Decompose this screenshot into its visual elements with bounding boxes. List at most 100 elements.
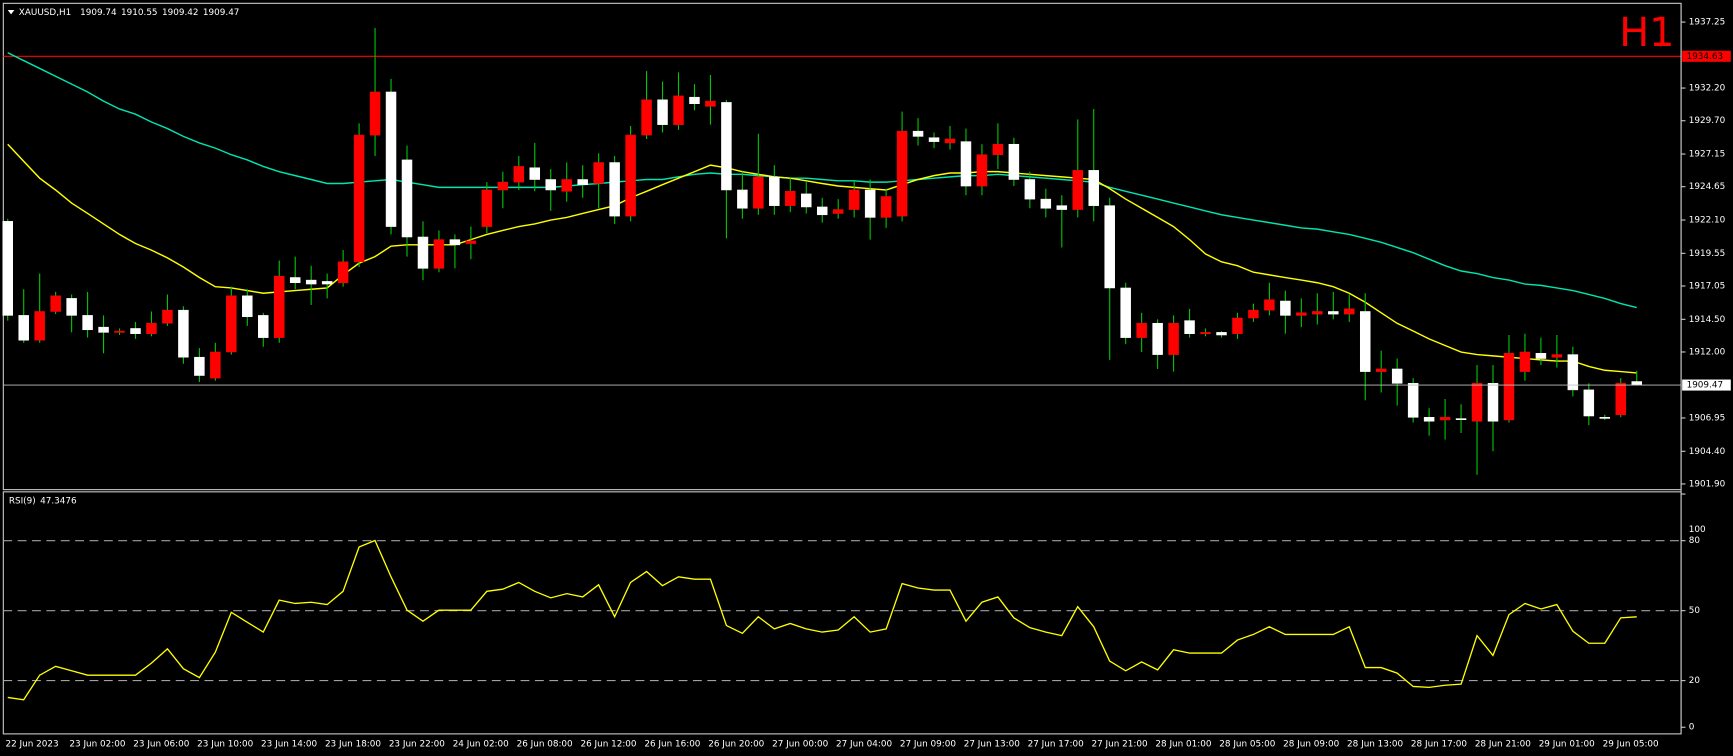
candle-body (721, 102, 732, 191)
candle-body (1375, 368, 1387, 372)
candle-body (1471, 383, 1483, 422)
candle-body (162, 309, 173, 324)
y-tick-label: 1901.90 (1689, 479, 1726, 489)
x-tick-label: 29 Jun 01:00 (1539, 739, 1595, 749)
candle-body (529, 167, 541, 180)
candle-body (816, 206, 828, 216)
candle-body (1312, 311, 1323, 315)
candle-body (1359, 311, 1371, 372)
candle-body (1487, 383, 1499, 422)
candle-body (1551, 354, 1563, 358)
x-tick-label: 26 Jun 12:00 (580, 739, 636, 749)
candle-body (609, 162, 620, 217)
x-tick-label: 23 Jun 22:00 (389, 739, 445, 749)
candle-body (98, 326, 109, 333)
x-tick-label: 28 Jun 01:00 (1155, 739, 1211, 749)
candle-body (1232, 317, 1243, 334)
candle-body (433, 239, 445, 269)
candle-body (2, 221, 13, 316)
symbol: XAUUSD,H1 (19, 8, 71, 18)
candle-body (801, 193, 812, 208)
candle-body (1072, 170, 1084, 210)
y-tick-label: 100 (1689, 525, 1706, 535)
candle-body (465, 240, 477, 244)
x-tick-label: 28 Jun 17:00 (1411, 739, 1467, 749)
candle-body (497, 181, 509, 191)
timeframe-label: H1 (1619, 10, 1674, 56)
candle-body (1088, 170, 1099, 206)
candle-body (577, 179, 588, 186)
candle-body (928, 137, 940, 142)
chart-header: XAUUSD,H1 1909.74 1910.55 1909.42 1909.47 (19, 8, 240, 18)
candle-body (321, 281, 333, 285)
candle-body (1296, 312, 1307, 316)
x-tick-label: 28 Jun 13:00 (1347, 739, 1403, 749)
candle-body (848, 189, 860, 210)
x-tick-label: 24 Jun 02:00 (453, 739, 509, 749)
candle-body (34, 311, 45, 341)
candle-body (1583, 389, 1595, 417)
high-value: 1910.55 (121, 8, 158, 18)
candle-body (1519, 351, 1531, 372)
candle-body (210, 351, 221, 379)
y-tick-label: 1937.25 (1689, 18, 1726, 28)
moving-average-line (7, 52, 1637, 309)
candle-body (785, 190, 796, 206)
candle-body (864, 189, 876, 218)
candle-body (513, 166, 525, 183)
x-tick-label: 23 Jun 02:00 (69, 739, 125, 749)
candle-body (66, 298, 77, 316)
rsi-header: RSI(9) 47.3476 (9, 496, 77, 506)
candle-body (1455, 418, 1467, 421)
x-tick-label: 26 Jun 16:00 (644, 739, 700, 749)
y-tick-label: 80 (1689, 536, 1701, 546)
y-tick-label: 50 (1689, 606, 1701, 616)
candle-body (1615, 383, 1627, 415)
current-price-label: 1909.47 (1687, 381, 1724, 391)
candle-body (1631, 381, 1642, 386)
x-tick-label: 28 Jun 05:00 (1219, 739, 1275, 749)
candle-body (1344, 308, 1355, 315)
candle-body (385, 91, 397, 227)
candle-body (673, 95, 684, 125)
candle-body (1535, 353, 1547, 359)
y-tick-label: 1922.10 (1689, 216, 1726, 226)
candle-body (1056, 205, 1068, 210)
candle-body (1168, 322, 1179, 355)
candle-body (689, 96, 700, 105)
y-tick-label: 1919.55 (1689, 249, 1726, 259)
candle-body (1200, 332, 1211, 334)
candle-body (18, 315, 29, 341)
rsi-value: 47.3476 (40, 496, 77, 506)
x-tick-label: 27 Jun 00:00 (772, 739, 828, 749)
candle-body (1152, 322, 1163, 355)
level-label: 1934.63 (1687, 52, 1724, 62)
candle-body (1503, 353, 1515, 421)
x-tick-label: 28 Jun 21:00 (1475, 739, 1531, 749)
candle-body (960, 141, 972, 187)
candle-body (114, 330, 125, 333)
low-value: 1909.42 (162, 8, 199, 18)
candle-body (305, 279, 317, 285)
candle-body (178, 309, 189, 358)
x-tick-label: 27 Jun 09:00 (900, 739, 956, 749)
rsi-line (7, 539, 1637, 701)
y-tick-label: 1904.40 (1689, 447, 1726, 457)
menu-triangle[interactable] (7, 9, 15, 15)
candle-body (242, 295, 253, 317)
y-tick-label: 1906.95 (1689, 413, 1726, 423)
y-tick-label: 1927.15 (1689, 150, 1726, 160)
x-tick-label: 29 Jun 05:00 (1603, 739, 1659, 749)
x-tick-label: 23 Jun 06:00 (133, 739, 189, 749)
x-tick-label: 27 Jun 04:00 (836, 739, 892, 749)
candle-body (82, 315, 93, 331)
candle-body (896, 130, 908, 217)
candle-body (1120, 287, 1131, 338)
candle-body (226, 295, 237, 353)
candle-body (1264, 299, 1275, 311)
candle-body (1423, 417, 1435, 422)
y-tick-label: 1929.70 (1689, 116, 1726, 126)
